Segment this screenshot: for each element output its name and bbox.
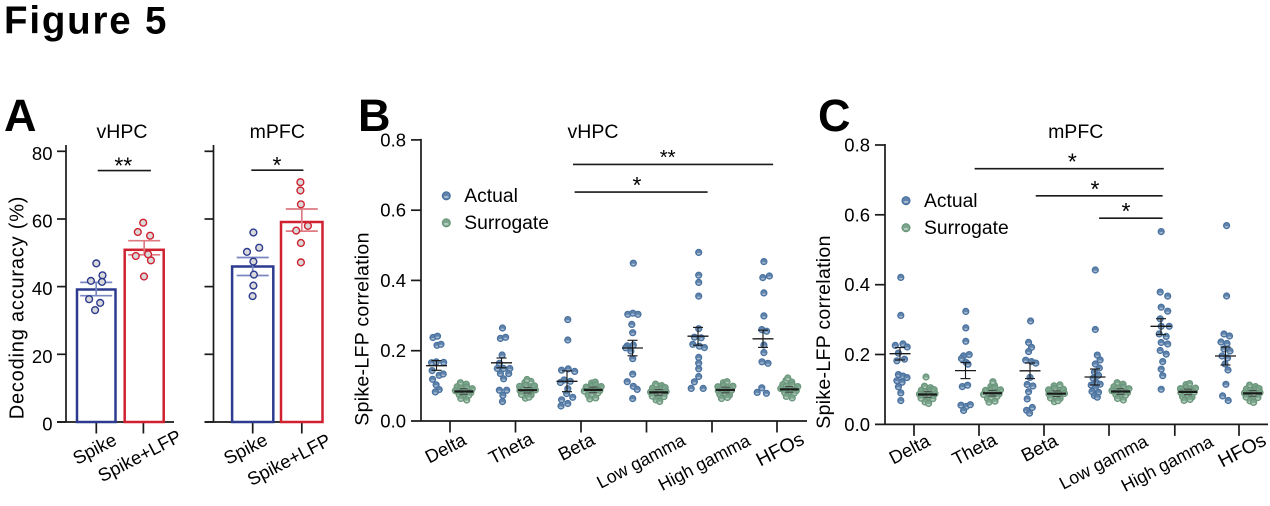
svg-text:0.2: 0.2: [844, 344, 870, 365]
svg-text:0.0: 0.0: [844, 414, 870, 435]
svg-text:Decoding accuracy (%): Decoding accuracy (%): [7, 196, 29, 420]
svg-text:Spike-LFP correlation: Spike-LFP correlation: [813, 235, 835, 428]
svg-text:20: 20: [32, 346, 53, 367]
svg-text:0.4: 0.4: [844, 274, 870, 295]
svg-text:Surrogate: Surrogate: [924, 218, 1009, 239]
svg-text:mPFC: mPFC: [1048, 121, 1103, 143]
svg-text:Spike-LFP correlation: Spike-LFP correlation: [351, 232, 373, 425]
svg-text:*: *: [1068, 149, 1077, 175]
svg-text:vHPC: vHPC: [97, 121, 148, 143]
svg-text:0.8: 0.8: [380, 129, 406, 150]
svg-text:*: *: [633, 172, 642, 198]
svg-text:*: *: [1122, 198, 1131, 224]
svg-text:Surrogate: Surrogate: [464, 213, 549, 234]
svg-text:Actual: Actual: [924, 191, 978, 212]
svg-text:0.6: 0.6: [380, 200, 406, 221]
svg-text:**: **: [114, 153, 132, 179]
svg-text:**: **: [660, 146, 676, 169]
svg-text:*: *: [273, 152, 282, 178]
svg-text:Figure 5: Figure 5: [4, 0, 168, 43]
svg-text:0.4: 0.4: [380, 270, 406, 291]
svg-text:A: A: [4, 90, 37, 141]
svg-text:Actual: Actual: [464, 186, 518, 207]
svg-text:0.8: 0.8: [844, 135, 870, 156]
svg-text:80: 80: [32, 143, 53, 164]
svg-text:C: C: [818, 90, 851, 141]
svg-text:vHPC: vHPC: [568, 121, 619, 143]
svg-text:0: 0: [42, 414, 52, 435]
svg-text:B: B: [358, 90, 391, 141]
svg-text:0.0: 0.0: [380, 411, 406, 432]
svg-text:mPFC: mPFC: [250, 121, 305, 143]
svg-text:60: 60: [32, 211, 53, 232]
svg-text:40: 40: [32, 278, 53, 299]
svg-text:*: *: [1091, 176, 1100, 202]
svg-text:0.2: 0.2: [380, 340, 406, 361]
svg-text:0.6: 0.6: [844, 204, 870, 225]
